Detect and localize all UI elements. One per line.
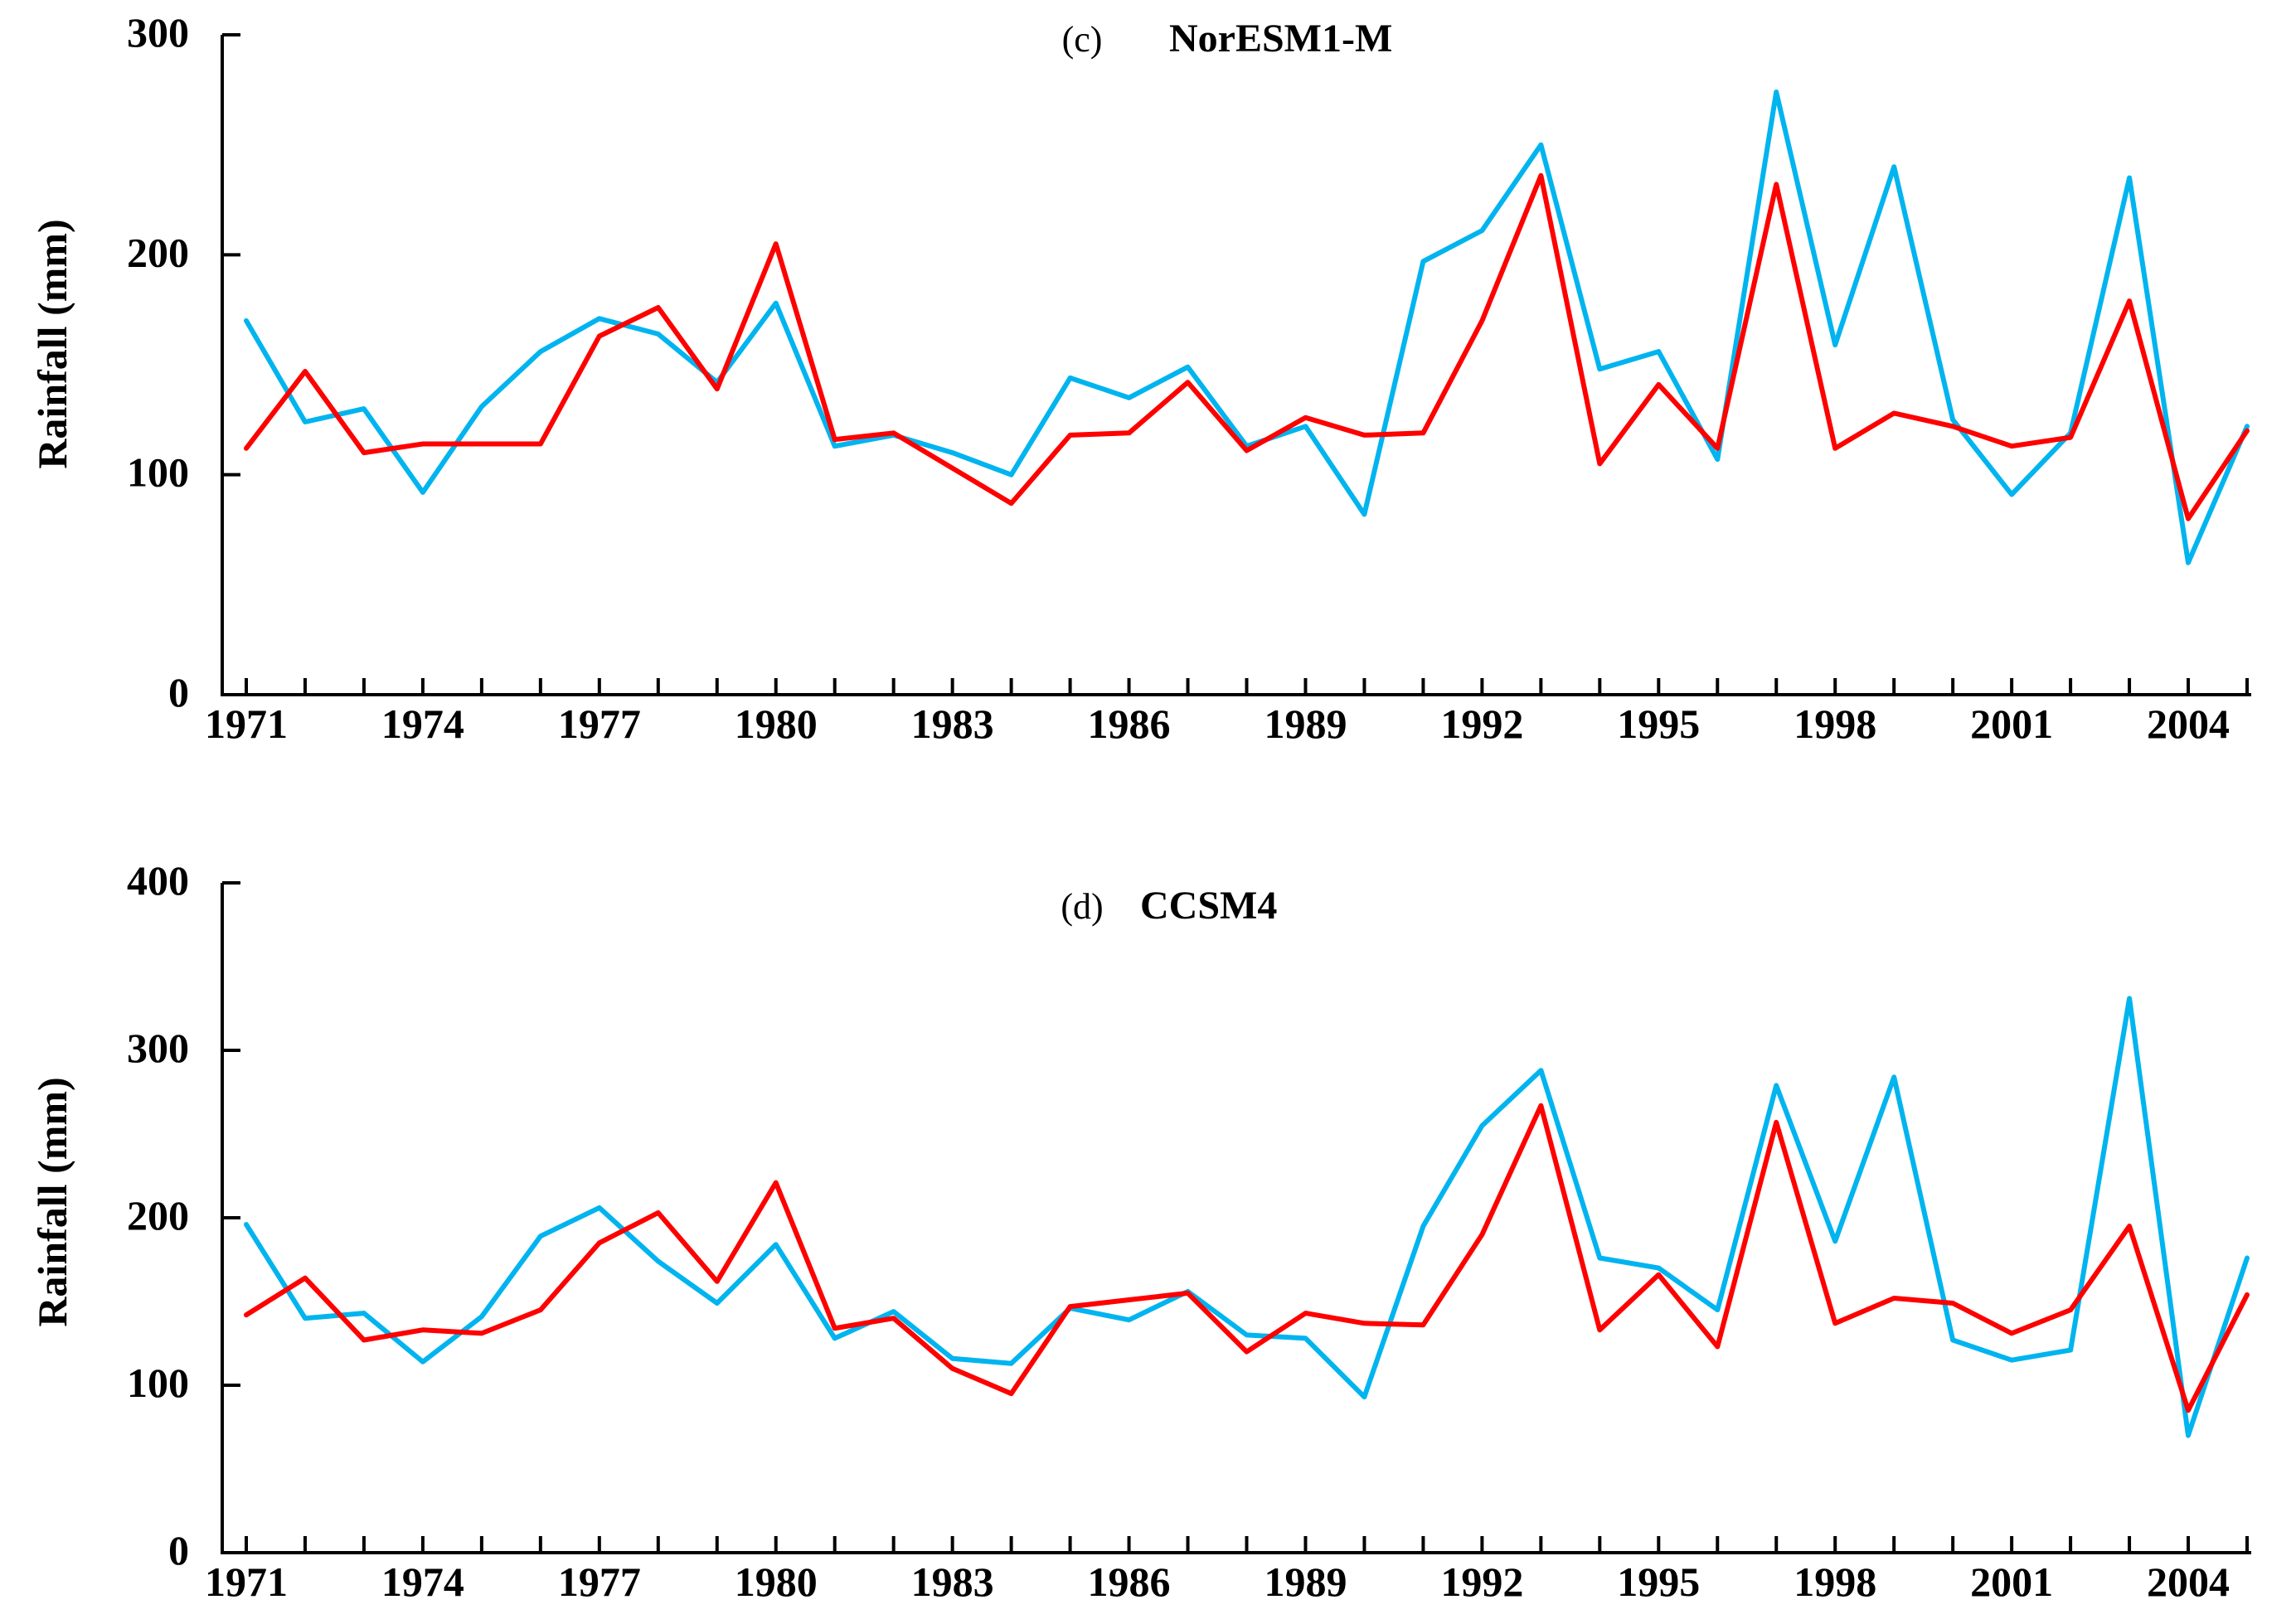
y-tick-label: 100 [127,449,189,496]
y-axis-title: Rainfall (mm) [29,1077,75,1326]
y-tick-label: 200 [127,1192,189,1238]
x-tick-label: 1971 [205,1558,288,1605]
x-tick-label: 1980 [735,1558,818,1605]
chart-title-text: NorESM1-M [1169,17,1392,61]
x-tick-label: 1983 [911,1558,994,1605]
series-group [244,90,2250,565]
x-tick-label: 1977 [558,1558,641,1605]
x-tick-label: 1980 [735,700,818,747]
y-tick-label: 400 [127,857,189,904]
x-tick-label: 1989 [1264,1558,1347,1605]
panel-label: (d) [1061,886,1103,927]
y-axis-title: Rainfall (mm) [29,219,75,468]
y-tick-label: 200 [127,229,189,275]
y-tick-label: 300 [127,9,189,56]
x-tick-label: 2001 [1970,1558,2053,1605]
x-tick-label: 2004 [2147,700,2230,747]
chart-title: (d) CCSM4 [1061,884,1277,928]
x-tick-label: 1986 [1088,1558,1171,1605]
series-group [244,996,2250,1438]
chart-title: (c) NorESM1-M [1062,17,1393,61]
y-tick-label: 300 [127,1025,189,1071]
x-tick-label: 1983 [911,700,994,747]
y-axis-ticks: 0 100 200 300 [127,9,240,715]
y-tick-label: 0 [168,1527,189,1573]
x-tick-label: 1995 [1617,700,1700,747]
series-line-red [244,172,2250,521]
x-tick-label: 1992 [1440,700,1523,747]
chart-title-text: CCSM4 [1140,884,1277,928]
y-axis-ticks: 0 100 200 300 400 [127,857,240,1573]
x-tick-label: 2004 [2147,1558,2230,1605]
x-tick-label: 1989 [1264,700,1347,747]
series-line-red [244,1103,2250,1413]
panel-label: (c) [1062,19,1103,60]
x-tick-label: 1977 [558,700,641,747]
x-tick-label: 1971 [205,700,288,747]
x-tick-label: 1974 [381,700,464,747]
y-tick-label: 0 [168,669,189,715]
series-line-cyan [244,90,2250,565]
y-tick-label: 100 [127,1360,189,1406]
x-axis-ticks: 1971 1974 1977 1980 1983 1986 1989 1992 1995 1998… [205,1536,2249,1605]
chart-panel-noresm1-m: (c) NorESM1-M Rainfall (mm) 0 100 200 300 1… [29,9,2251,747]
x-tick-label: 1995 [1617,1558,1700,1605]
chart-panel-ccsm4: (d) CCSM4 Rainfall (mm) 0 100 200 300 400 19… [29,857,2251,1605]
x-tick-label: 1974 [381,1558,464,1605]
series-line-cyan [244,996,2250,1438]
x-tick-label: 1986 [1088,700,1171,747]
x-tick-label: 1998 [1794,1558,1876,1605]
x-tick-label: 1998 [1794,700,1876,747]
x-tick-label: 1992 [1440,1558,1523,1605]
x-tick-label: 2001 [1970,700,2053,747]
x-axis-ticks: 1971 1974 1977 1980 1983 1986 1989 1992 1995 1998… [205,678,2249,747]
